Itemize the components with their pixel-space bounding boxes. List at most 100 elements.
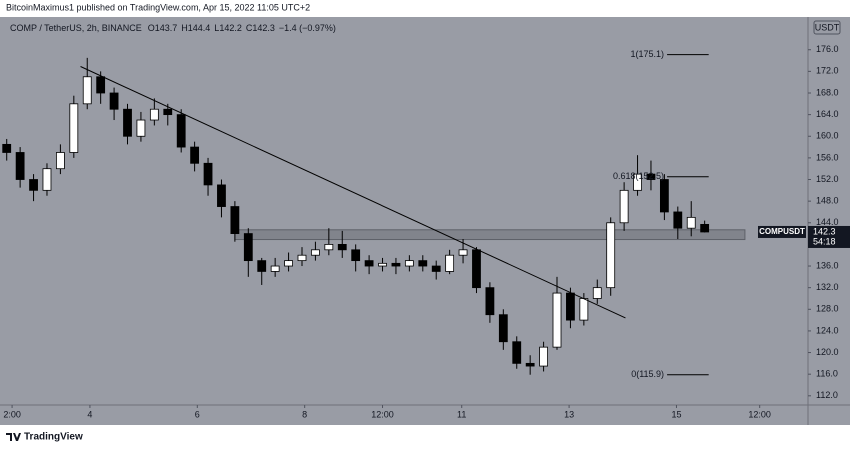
candle-body bbox=[149, 108, 159, 121]
y-tick-label: 172.0 bbox=[816, 66, 839, 76]
chart-background bbox=[0, 17, 850, 425]
x-tick-label: 6 bbox=[195, 409, 200, 419]
y-tick-label: 116.0 bbox=[816, 369, 838, 379]
candle-body bbox=[270, 265, 280, 272]
y-tick-label: 124.0 bbox=[816, 325, 839, 335]
candle-body bbox=[176, 114, 186, 148]
candle-body bbox=[472, 249, 481, 289]
trendline bbox=[80, 66, 626, 319]
footer-logo bbox=[6, 433, 21, 441]
candle-body bbox=[163, 108, 173, 116]
symbol-legend: COMP / TetherUS, 2h, BINANCE O143.7 H144.4… bbox=[10, 23, 336, 33]
y-tick-label: 156.0 bbox=[816, 152, 839, 162]
candle-body bbox=[512, 341, 522, 364]
candle-body bbox=[203, 162, 213, 186]
candle-body bbox=[458, 249, 468, 256]
candle-body bbox=[297, 254, 307, 262]
candle-body bbox=[378, 262, 387, 267]
x-tick-label: 4 bbox=[87, 409, 92, 419]
legend-key: H bbox=[181, 23, 188, 33]
candle-body bbox=[525, 362, 535, 367]
x-tick-label: 15 bbox=[671, 409, 681, 419]
symbol-title: COMP / TetherUS, 2h, BINANCE bbox=[10, 23, 142, 33]
candle-body bbox=[230, 206, 240, 234]
symbol-tag bbox=[758, 225, 806, 238]
candle-body bbox=[364, 260, 374, 267]
x-tick-label: 11 bbox=[457, 409, 466, 419]
fib-label: 1(175.1) bbox=[631, 49, 665, 59]
currency: USDT bbox=[815, 22, 840, 32]
y-tick-label: 112.0 bbox=[816, 390, 838, 400]
footer-brand: TradingView bbox=[24, 432, 83, 443]
y-tick-label: 120.0 bbox=[816, 347, 839, 357]
y-tick-label: 148.0 bbox=[816, 196, 839, 206]
legend-key: L bbox=[214, 23, 219, 33]
candle-body bbox=[552, 292, 562, 348]
y-tick-label: 176.0 bbox=[816, 44, 839, 54]
candle-body bbox=[498, 314, 508, 343]
candle-body bbox=[284, 260, 293, 267]
legend-value: 143.7 bbox=[155, 23, 178, 33]
legend-key: O bbox=[148, 23, 155, 33]
candle-body bbox=[445, 254, 455, 272]
y-tick-label: 164.0 bbox=[816, 109, 839, 119]
candle-body bbox=[337, 244, 347, 251]
candle-body bbox=[123, 108, 132, 137]
candle-body bbox=[566, 292, 575, 321]
candle-body bbox=[324, 244, 334, 251]
candle-body bbox=[633, 173, 642, 191]
candle-body bbox=[311, 249, 320, 256]
candle-body bbox=[391, 262, 401, 267]
candle-body bbox=[673, 211, 683, 229]
candle-body bbox=[659, 179, 669, 213]
candle-body bbox=[539, 346, 548, 367]
y-tick-label: 128.0 bbox=[816, 304, 839, 314]
x-tick-label: 12:00 bbox=[748, 409, 771, 419]
support-zone bbox=[234, 229, 746, 241]
price-tag-value: 142.3 bbox=[813, 226, 836, 236]
candle-body bbox=[404, 260, 414, 267]
candle-body bbox=[646, 173, 656, 180]
candle-body bbox=[217, 184, 226, 207]
candle-body bbox=[579, 298, 589, 321]
legend-key: C bbox=[246, 23, 253, 33]
candle-body bbox=[29, 179, 38, 191]
y-tick-label: 152.0 bbox=[816, 174, 839, 184]
candle-body bbox=[243, 233, 253, 262]
legend-value: 142.3 bbox=[252, 23, 275, 33]
candle-body bbox=[418, 260, 428, 267]
candle-body bbox=[2, 143, 12, 153]
candle-body bbox=[592, 287, 602, 299]
candle-body bbox=[619, 189, 629, 224]
x-tick-label: 8 bbox=[302, 409, 307, 419]
candle-body bbox=[190, 146, 200, 164]
legend-value: 144.4 bbox=[188, 23, 211, 33]
candle-body bbox=[109, 92, 119, 110]
candle-body bbox=[82, 76, 92, 105]
y-tick-label: 160.0 bbox=[816, 131, 839, 141]
candle-body bbox=[257, 260, 267, 272]
x-tick-label: 2:00 bbox=[3, 409, 21, 419]
fib-label: 0.618(152.5) bbox=[613, 171, 664, 181]
currency-box bbox=[813, 20, 841, 35]
candle-body bbox=[606, 222, 616, 289]
candle-body bbox=[686, 216, 696, 229]
candle-body bbox=[136, 119, 146, 137]
y-tick-label: 144.0 bbox=[816, 217, 839, 227]
x-tick-label: 12:00 bbox=[371, 409, 394, 419]
y-tick-label: 168.0 bbox=[816, 87, 839, 97]
candle-body bbox=[351, 249, 361, 262]
candle-body bbox=[485, 287, 495, 316]
x-tick-label: 13 bbox=[564, 409, 574, 419]
legend-change: −1.4 (−0.97%) bbox=[279, 23, 336, 33]
candle-body bbox=[431, 265, 441, 272]
y-tick-label: 132.0 bbox=[816, 282, 839, 292]
price-tag bbox=[808, 225, 850, 248]
symbol-tag-label: COMPUSDT bbox=[759, 227, 805, 236]
candle-body bbox=[96, 76, 106, 94]
candle-body bbox=[42, 168, 52, 191]
price-tag-countdown: 54:18 bbox=[813, 236, 836, 246]
publish-header: BitcoinMaximus1 published on TradingView… bbox=[6, 2, 310, 12]
y-tick-label: 136.0 bbox=[816, 260, 839, 270]
